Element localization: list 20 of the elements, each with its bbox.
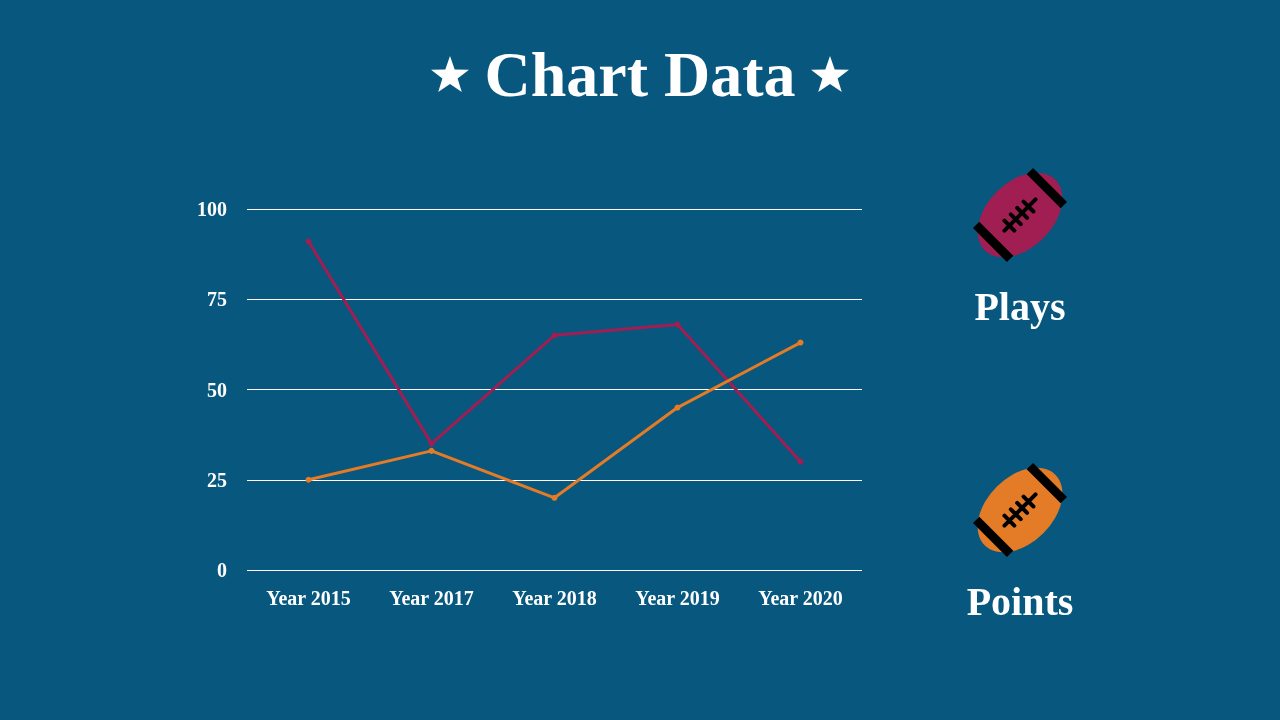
point	[551, 494, 558, 501]
y-tick-label: 100	[197, 198, 227, 220]
y-tick-label: 0	[217, 559, 227, 581]
point	[674, 404, 681, 411]
legend-label: Points	[965, 578, 1075, 625]
legend-label: Plays	[973, 283, 1067, 330]
point	[305, 238, 312, 245]
chart-title: Chart Data	[484, 38, 796, 112]
x-tick-label: Year 2018	[512, 587, 597, 609]
point	[674, 321, 681, 328]
x-tick-label: Year 2020	[758, 587, 843, 609]
x-tick-label: Year 2019	[635, 587, 720, 609]
x-tick-label: Year 2017	[389, 587, 474, 609]
y-tick-label: 25	[207, 468, 227, 491]
x-tick-label: Year 2015	[266, 587, 351, 609]
point	[797, 339, 804, 346]
point	[428, 447, 435, 454]
y-tick-label: 75	[207, 288, 227, 311]
point	[305, 476, 312, 483]
y-tick-label: 50	[207, 378, 227, 401]
